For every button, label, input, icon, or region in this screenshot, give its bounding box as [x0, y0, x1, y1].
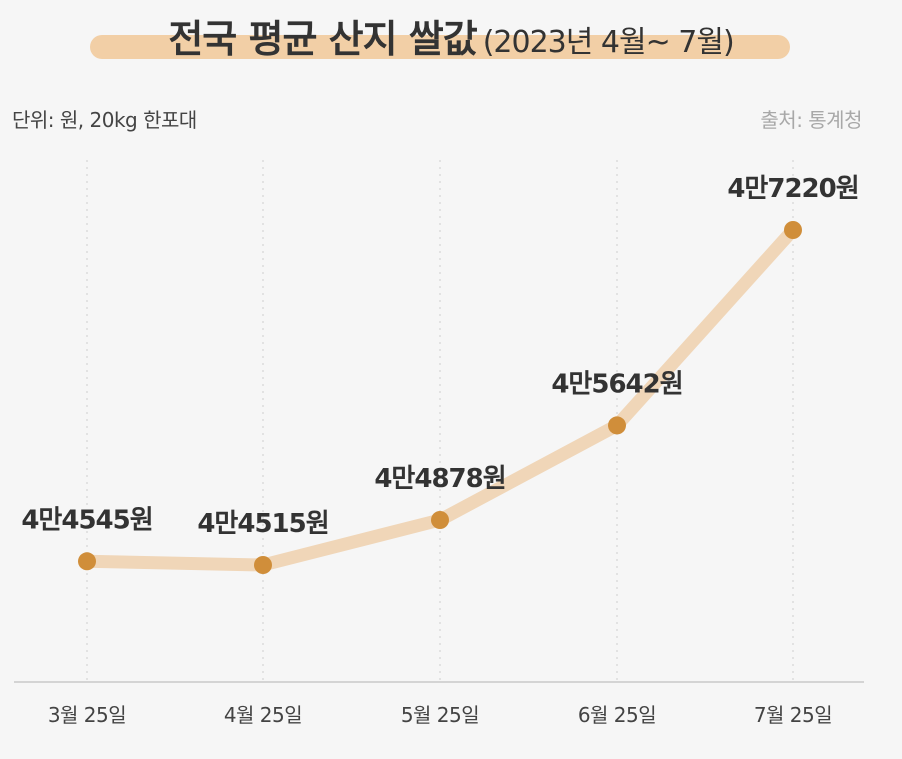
- data-point-4: [608, 416, 626, 435]
- unit-label: 단위: 원, 20kg 한포대: [12, 108, 197, 132]
- data-point-2: [254, 556, 272, 574]
- chart-title: 전국 평균 산지 쌀값 (2023년 4월~ 7월): [0, 8, 902, 63]
- data-label-2: 4만4515원: [197, 509, 328, 539]
- data-point-1: [78, 552, 96, 571]
- title-area: 전국 평균 산지 쌀값 (2023년 4월~ 7월): [0, 0, 902, 80]
- data-label-1: 4만4545원: [21, 505, 152, 535]
- data-label-3: 4만4878원: [374, 464, 505, 494]
- x-tick-label-4: 6월 25일: [578, 703, 656, 727]
- chart-title-main: 전국 평균 산지 쌀값: [168, 17, 477, 61]
- x-tick-label-2: 4월 25일: [224, 703, 302, 727]
- x-tick-label-3: 5월 25일: [401, 703, 479, 727]
- source-label: 출처: 통계청: [760, 108, 862, 132]
- data-point-5: [784, 221, 802, 239]
- data-label-5: 4만7220원: [727, 174, 858, 204]
- x-tick-label-5: 7월 25일: [754, 703, 832, 727]
- x-tick-label-1: 3월 25일: [48, 703, 126, 727]
- chart-title-sub: (2023년 4월~ 7월): [482, 25, 735, 60]
- data-label-4: 4만5642원: [551, 369, 682, 399]
- title-highlight-bar: [90, 35, 790, 59]
- data-point-3: [431, 511, 449, 529]
